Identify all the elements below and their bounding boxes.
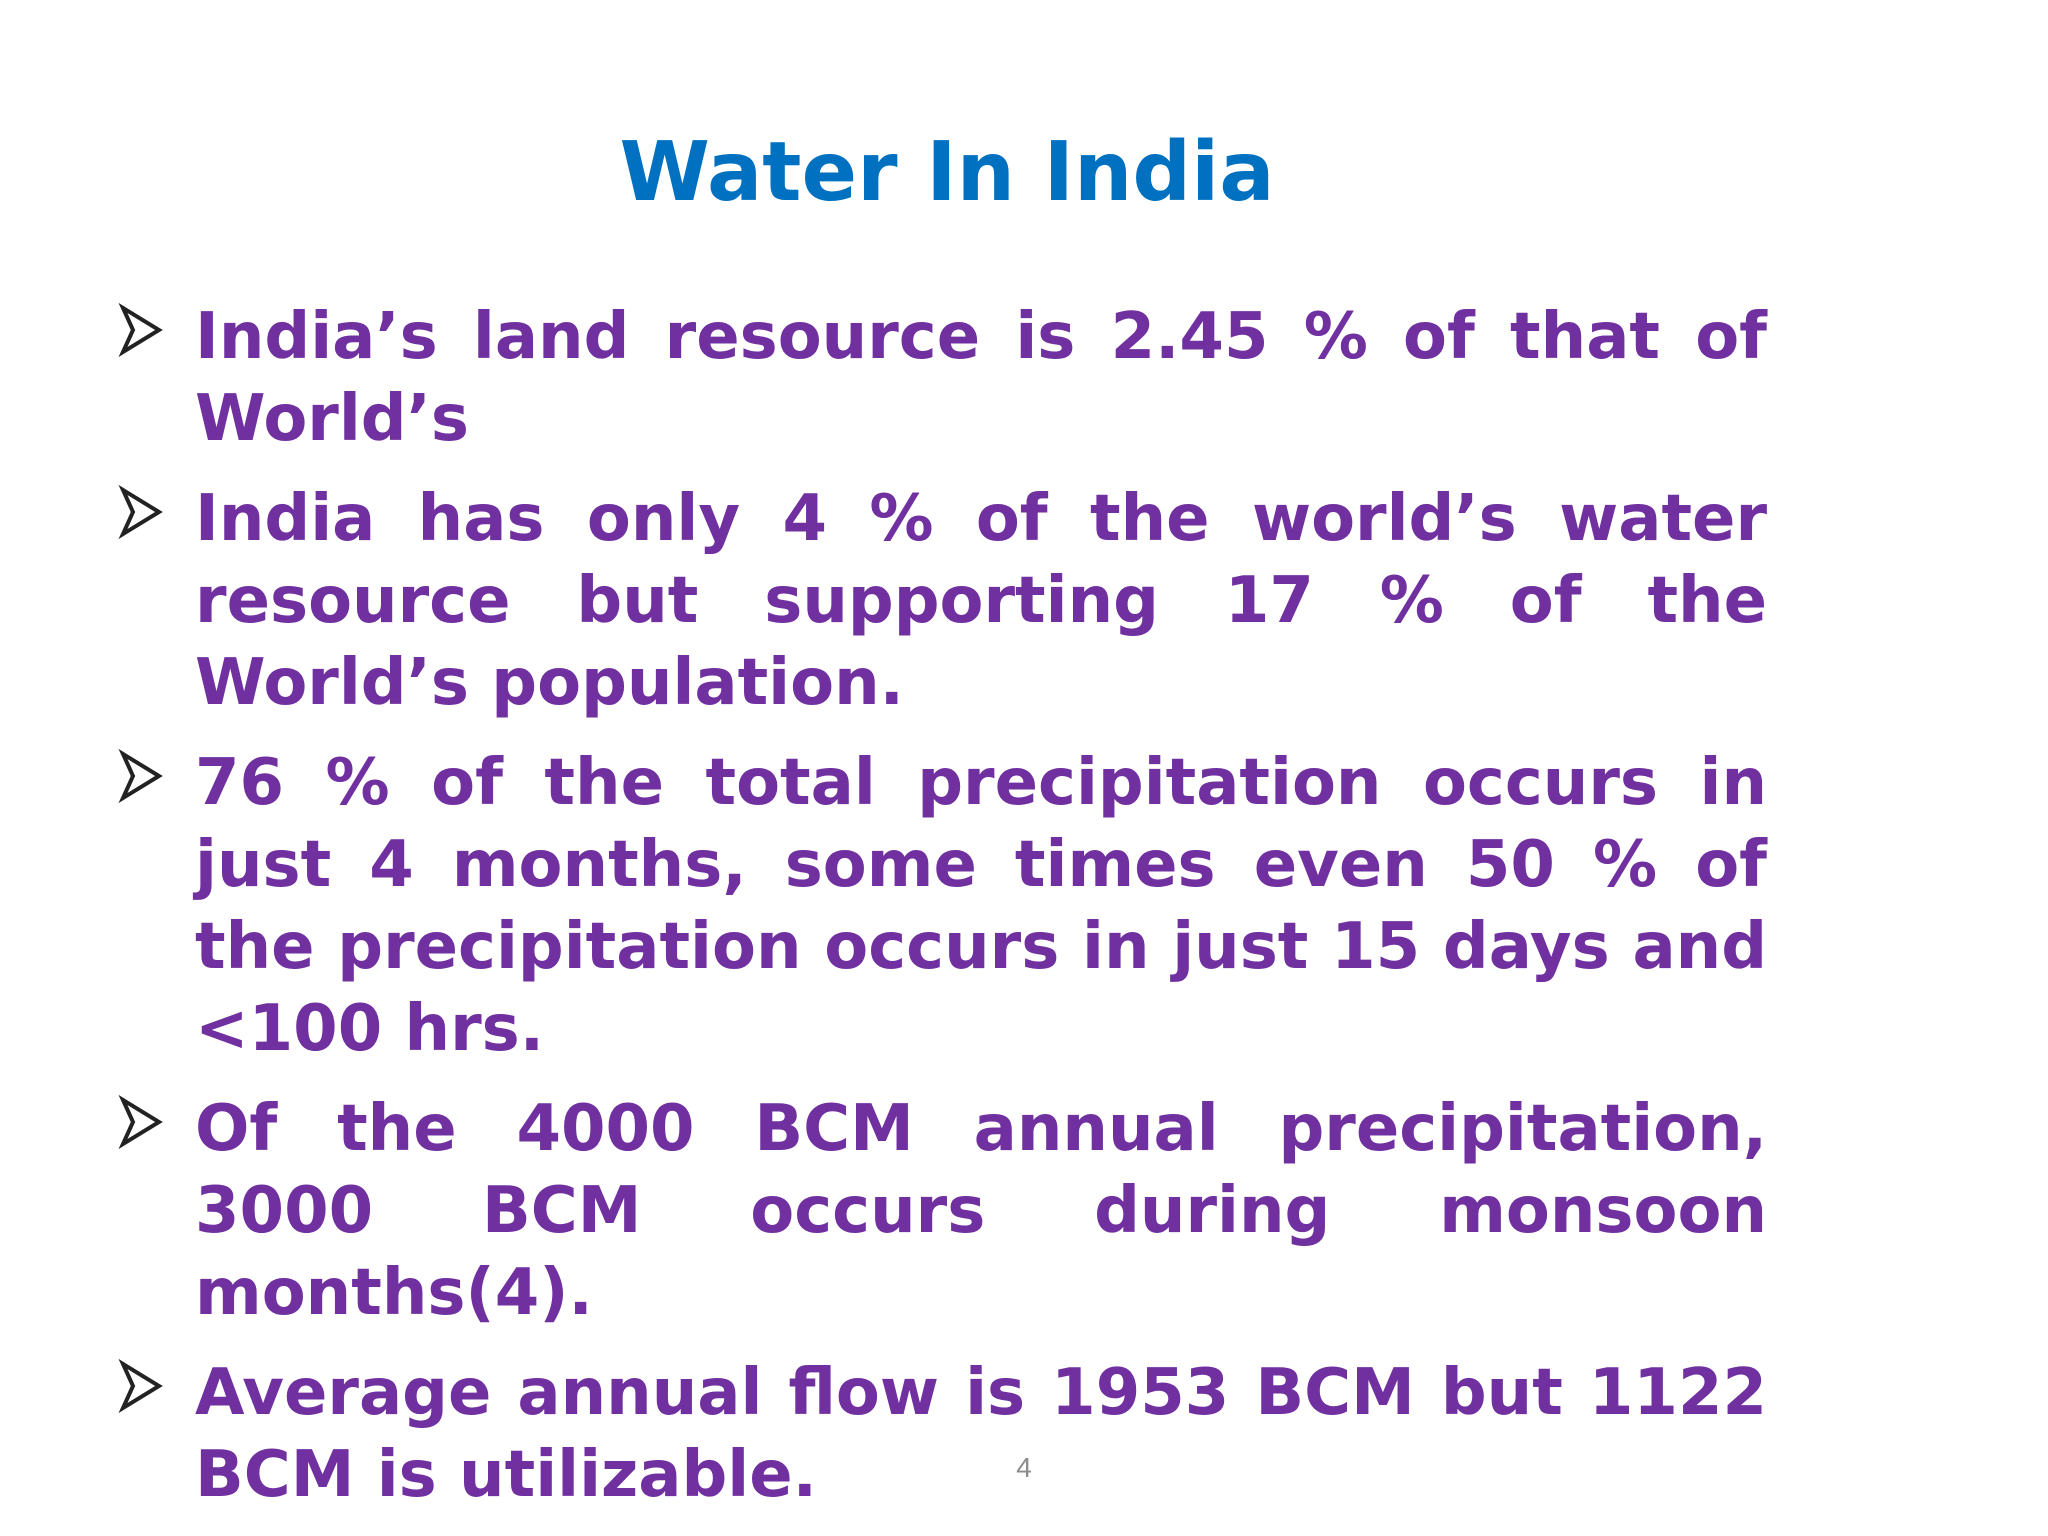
bullet-text: Of the 4000 BCM annual precipitation, 30… <box>195 1092 1767 1330</box>
arrowhead-bullet-icon <box>118 748 163 804</box>
bullet-item: Average annual flow is 1953 BCM but 1122… <box>117 1352 1767 1516</box>
page-number: 4 <box>1016 1452 1032 1483</box>
bullet-item: Of the 4000 BCM annual precipitation, 30… <box>117 1088 1767 1334</box>
bullet-text: India has only 4 % of the world’s water … <box>195 482 1767 720</box>
bullet-text: India’s land resource is 2.45 % of that … <box>195 300 1767 456</box>
bullet-list: India’s land resource is 2.45 % of that … <box>117 296 1767 1534</box>
arrowhead-bullet-icon <box>118 302 163 358</box>
slide-title: Water In India <box>619 125 1275 220</box>
bullet-text: 76 % of the total precipitation occurs i… <box>195 746 1767 1066</box>
arrowhead-bullet-icon <box>118 1358 163 1414</box>
bullet-item: India has only 4 % of the world’s water … <box>117 478 1767 724</box>
bullet-text: Average annual flow is 1953 BCM but 1122… <box>195 1356 1767 1512</box>
bullet-item: India’s land resource is 2.45 % of that … <box>117 296 1767 460</box>
arrowhead-bullet-icon <box>118 1094 163 1150</box>
arrowhead-bullet-icon <box>118 484 163 540</box>
bullet-item: 76 % of the total precipitation occurs i… <box>117 742 1767 1070</box>
